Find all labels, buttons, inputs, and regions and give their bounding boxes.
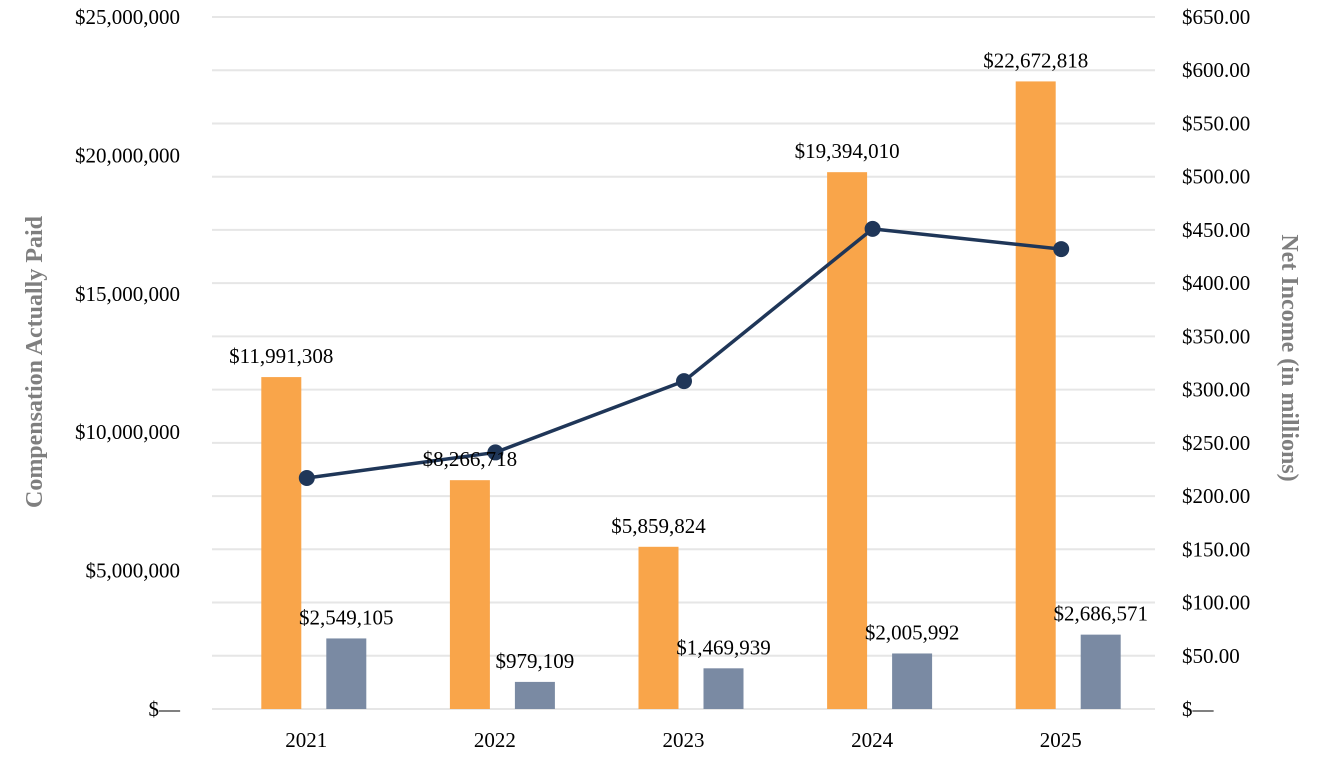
y-right-tick-label: $500.00 <box>1182 165 1250 189</box>
y-right-tick-label: $300.00 <box>1182 378 1250 402</box>
bar <box>892 653 933 709</box>
gridlines <box>212 16 1155 710</box>
bar-data-label: $979,109 <box>496 649 575 673</box>
bar <box>1015 81 1056 710</box>
y-right-tick-label: $50.00 <box>1182 644 1240 668</box>
y-right-tick-label: $400.00 <box>1182 271 1250 295</box>
net-income-polyline <box>306 227 1062 480</box>
y-right-tick-label: $450.00 <box>1182 218 1250 242</box>
bar <box>703 668 744 709</box>
bar <box>827 172 868 709</box>
bar <box>326 638 367 709</box>
y-right-tick-label: $100.00 <box>1182 591 1250 615</box>
x-tick-label: 2022 <box>474 728 516 752</box>
y-right-tick-label: $150.00 <box>1182 537 1250 561</box>
bar <box>514 681 555 709</box>
bar-data-label: $1,469,939 <box>676 635 771 659</box>
y-left-tick-label: $25,000,000 <box>75 5 180 29</box>
net-income-point <box>864 220 881 237</box>
net-income-point <box>676 373 692 390</box>
x-tick-label: 2024 <box>851 728 894 752</box>
y-right-tick-label: $600.00 <box>1182 58 1250 82</box>
data-labels: $11,991,308 $8,266,718 $5,859,824 $19,394,0… <box>229 48 1148 672</box>
bar <box>1080 634 1121 709</box>
bar <box>261 377 302 709</box>
net-income-point <box>298 469 315 486</box>
y-right-tick-label: $200.00 <box>1182 484 1250 508</box>
y-left-tick-label: $15,000,000 <box>75 282 180 306</box>
y-left-tick-label: $5,000,000 <box>86 559 181 583</box>
bar-data-label: $19,394,010 <box>795 139 900 163</box>
bar-data-label: $22,672,818 <box>983 48 1088 72</box>
x-tick-label: 2021 <box>285 728 327 752</box>
y-right-axis-title: Net Income (in millions) <box>1276 234 1302 481</box>
y-right-tick-label: $— <box>1182 697 1215 721</box>
y-left-tick-label: $20,000,000 <box>75 143 180 167</box>
bar-data-label: $2,686,571 <box>1053 602 1148 626</box>
bar-data-label: $11,991,308 <box>229 344 333 368</box>
bar-data-label: $2,549,105 <box>299 605 394 629</box>
y-left-tick-label: $— <box>149 697 182 721</box>
y-left-tick-label: $10,000,000 <box>75 420 180 444</box>
y-right-tick-label: $350.00 <box>1182 324 1250 348</box>
y-right-tick-label: $650.00 <box>1182 5 1250 29</box>
bar <box>449 480 490 709</box>
bar-data-label: $5,859,824 <box>611 514 706 538</box>
bar <box>638 546 679 709</box>
x-tick-label: 2023 <box>663 728 705 752</box>
x-tick-label: 2025 <box>1040 728 1082 752</box>
bar-data-label: $8,266,718 <box>423 447 518 471</box>
net-income-line <box>298 220 1070 486</box>
net-income-point <box>1053 241 1070 258</box>
bar-data-label: $2,005,992 <box>865 620 960 644</box>
axes: $— $5,000,000 $10,000,000 $15,000,000 $20,00… <box>75 5 1250 752</box>
y-left-axis-title: Compensation Actually Paid <box>22 215 48 508</box>
y-right-tick-label: $250.00 <box>1182 431 1250 455</box>
net-income-point <box>487 444 504 461</box>
y-right-tick-label: $550.00 <box>1182 111 1250 135</box>
